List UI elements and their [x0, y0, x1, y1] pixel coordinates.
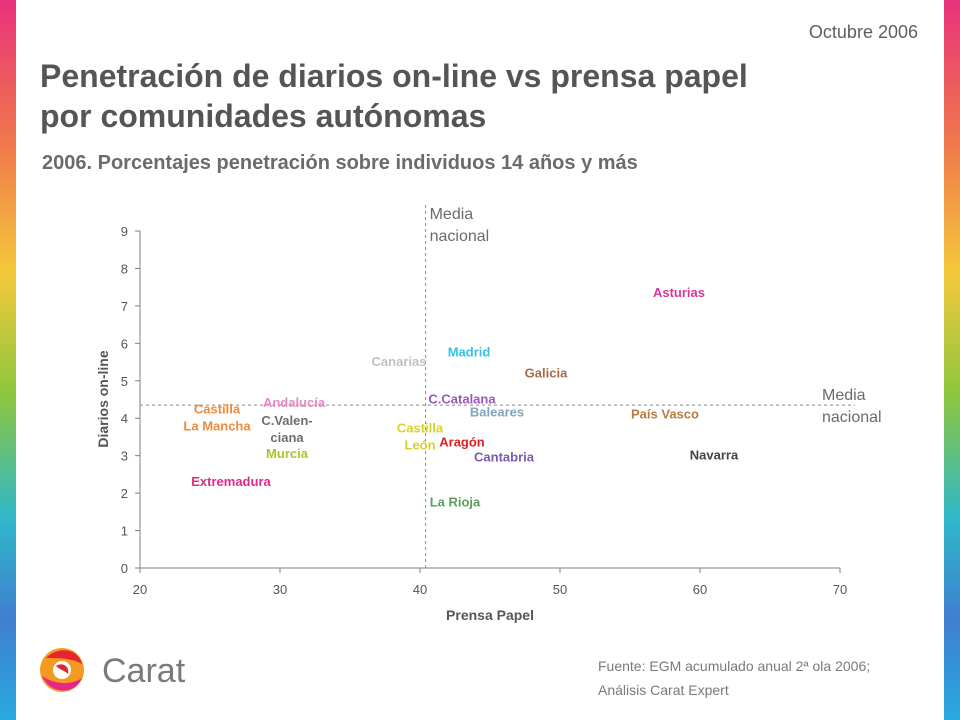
- x-tick-label: 70: [833, 582, 847, 597]
- data-point-label: Navarra: [690, 448, 739, 463]
- data-point-label: ciana: [270, 430, 304, 445]
- source-line-1: Fuente: EGM acumulado anual 2ª ola 2006;: [598, 658, 871, 674]
- data-point-label: C.Catalana: [428, 392, 496, 407]
- data-point-label: Extremadura: [191, 474, 271, 489]
- y-tick-label: 1: [121, 524, 128, 539]
- page-title: Penetración de diarios on-line vs prensa…: [40, 56, 920, 136]
- data-point-label: La Rioja: [430, 494, 481, 509]
- data-point-label: País Vasco: [631, 406, 699, 421]
- vertical-mean-label: nacional: [430, 228, 490, 245]
- data-point-label: León: [404, 437, 435, 452]
- y-tick-label: 3: [121, 449, 128, 464]
- data-point-label: Andalucía: [263, 395, 326, 410]
- x-tick-label: 50: [553, 582, 567, 597]
- data-point-label: Castilla: [194, 402, 241, 417]
- vertical-mean-label: Media: [430, 206, 474, 223]
- y-axis-label: Diarios on-line: [95, 350, 111, 447]
- x-axis-label: Prensa Papel: [446, 607, 534, 623]
- left-rainbow-stripe: [0, 0, 16, 720]
- carat-logo-text: Carat: [102, 652, 186, 690]
- horizontal-mean-label: Media: [822, 387, 866, 404]
- carat-logo-mark: [40, 648, 84, 692]
- data-point-label: Aragón: [439, 435, 485, 450]
- report-date: Octubre 2006: [808, 22, 918, 42]
- data-point-label: Cantabria: [474, 450, 535, 465]
- y-tick-label: 9: [121, 224, 128, 239]
- x-tick-label: 20: [133, 582, 147, 597]
- title-line-1: Penetración de diarios on-line vs prensa…: [40, 58, 748, 94]
- data-point-label: Galicia: [525, 365, 568, 380]
- y-tick-label: 6: [121, 336, 128, 351]
- x-tick-label: 60: [693, 582, 707, 597]
- x-tick-label: 40: [413, 582, 427, 597]
- y-tick-label: 0: [121, 561, 128, 576]
- horizontal-mean-label: nacional: [822, 409, 882, 426]
- scatter-chart: 20 30 40 50 60 70 0 1 2 3 4 5 6 7 8 9 Media nacional Medi…: [95, 205, 882, 623]
- y-tick-label: 5: [121, 374, 128, 389]
- y-tick-label: 4: [121, 411, 128, 426]
- data-point-label: Asturias: [653, 285, 705, 300]
- source-note: Fuente: EGM acumulado anual 2ª ola 2006;…: [598, 654, 870, 702]
- page-subtitle: 2006. Porcentajes penetración sobre indi…: [42, 152, 638, 174]
- data-point-label: La Mancha: [183, 419, 251, 434]
- data-point-label: Baleares: [470, 405, 524, 420]
- right-rainbow-stripe: [944, 0, 960, 720]
- data-point-label: Castilla: [397, 420, 444, 435]
- title-line-2: por comunidades autónomas: [40, 98, 487, 134]
- carat-logo: Carat: [40, 648, 186, 692]
- y-tick-label: 2: [121, 486, 128, 501]
- data-point-label: Murcia: [266, 446, 309, 461]
- data-point-label: Canarias: [372, 354, 427, 369]
- data-point-label: C.Valen-: [261, 413, 312, 428]
- y-tick-label: 7: [121, 299, 128, 314]
- data-point-label: Madrid: [448, 345, 491, 360]
- y-tick-label: 8: [121, 261, 128, 276]
- x-tick-label: 30: [273, 582, 287, 597]
- source-line-2: Análisis Carat Expert: [598, 682, 729, 698]
